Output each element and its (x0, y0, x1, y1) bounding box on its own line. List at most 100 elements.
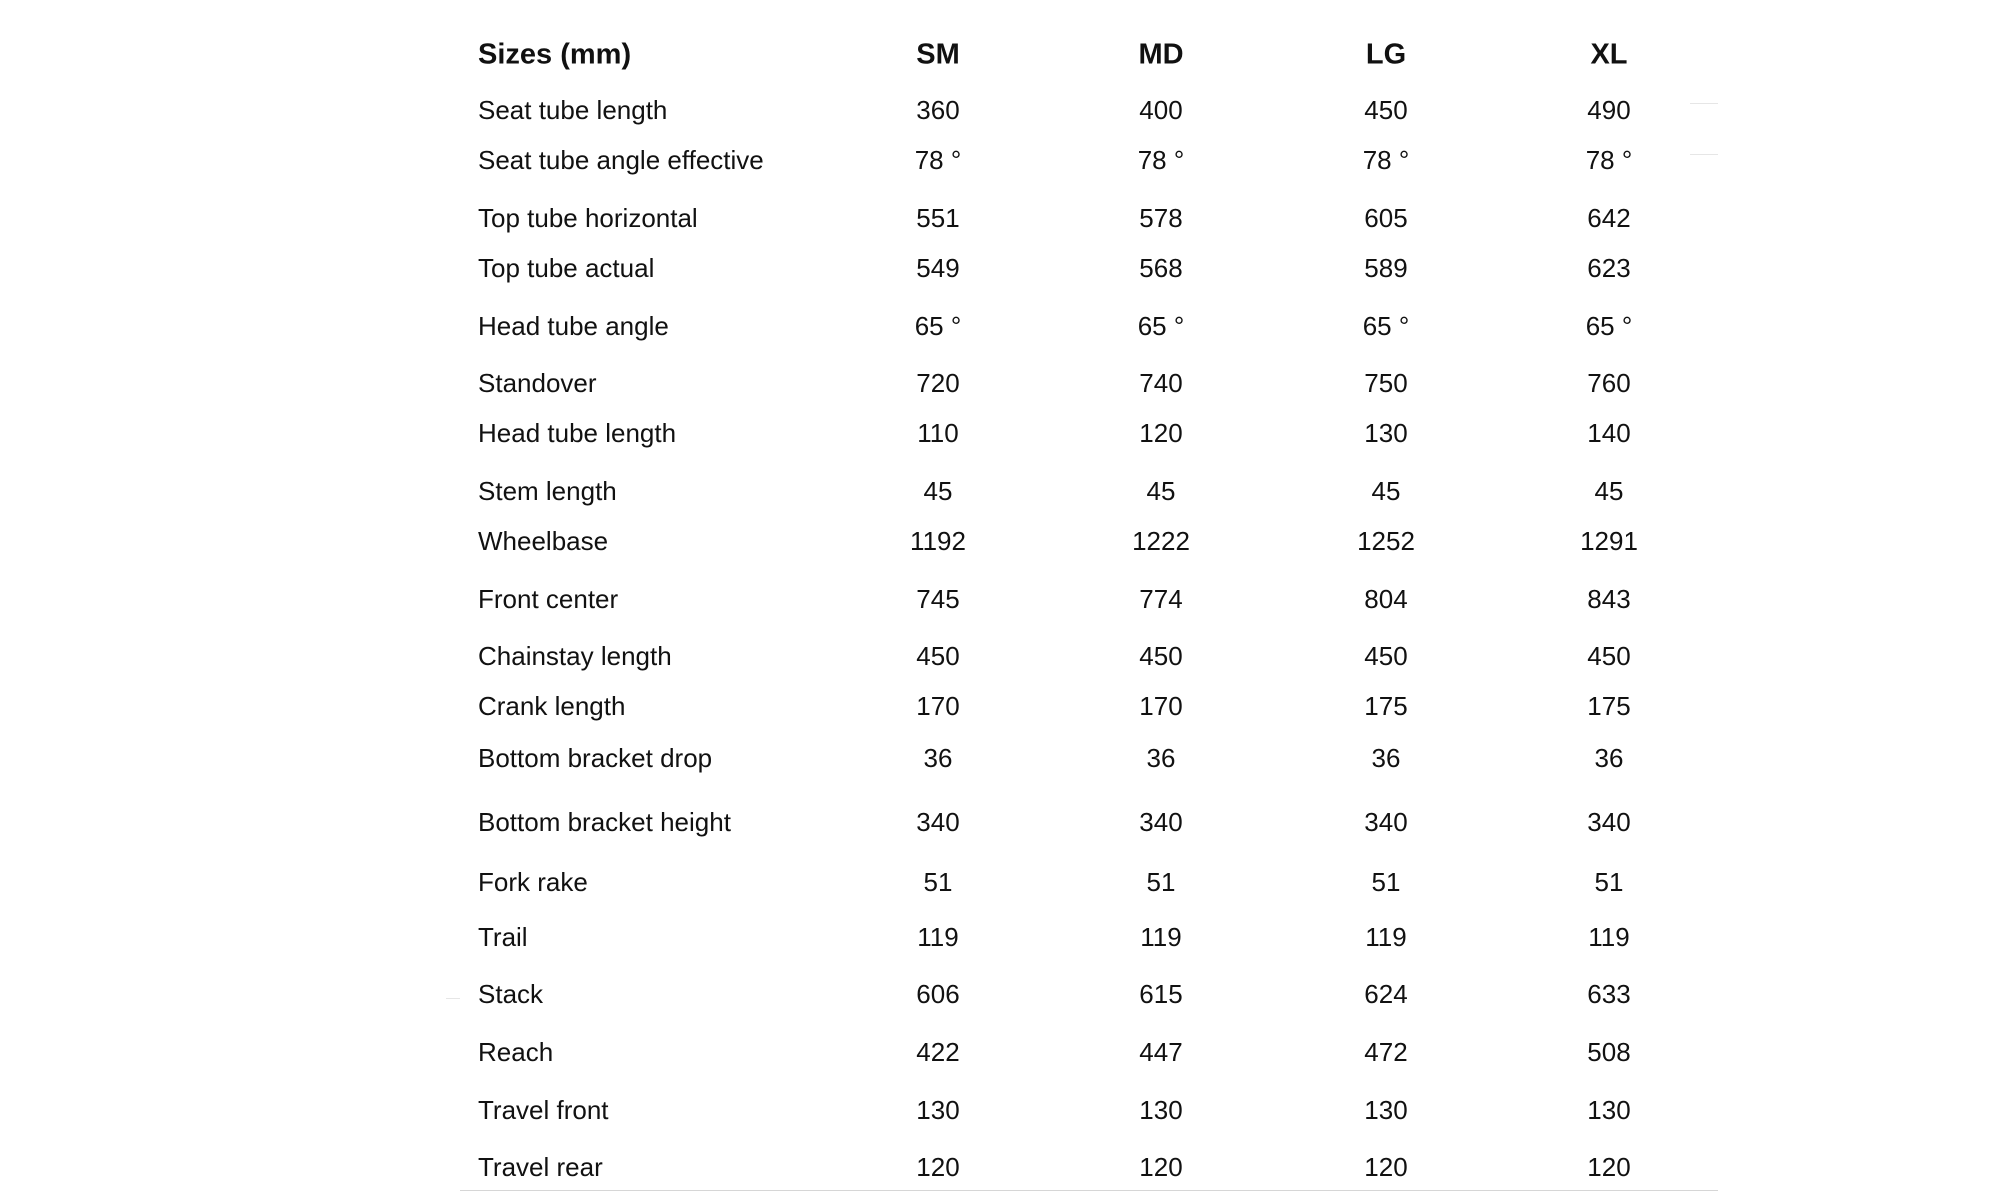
row-value: 51 (1146, 867, 1176, 897)
row-value: 78 ° (1137, 145, 1185, 175)
row-value: 78 ° (914, 145, 962, 175)
row-value: 170 (916, 691, 960, 721)
row-label: Fork rake (478, 867, 588, 897)
row-label: Wheelbase (478, 526, 609, 556)
size-header: MD (1138, 38, 1184, 71)
row-value: 774 (1139, 584, 1183, 614)
row-value: 568 (1139, 253, 1183, 283)
row-value: 340 (1139, 807, 1183, 837)
row-value: 578 (1139, 203, 1183, 233)
row-value: 45 (1146, 476, 1176, 506)
row-label: Travel rear (478, 1152, 603, 1182)
row-label: Bottom bracket height (478, 807, 731, 837)
row-value: 120 (1139, 418, 1183, 448)
row-label: Top tube horizontal (478, 203, 698, 233)
row-value: 1291 (1580, 526, 1638, 556)
row-value: 490 (1587, 95, 1631, 125)
row-value: 450 (1364, 641, 1408, 671)
row-value: 130 (1364, 418, 1408, 448)
row-value: 745 (916, 584, 960, 614)
row-value: 36 (1371, 743, 1401, 773)
row-value: 450 (1139, 641, 1183, 671)
row-label: Head tube length (478, 418, 677, 448)
row-label: Stem length (478, 476, 617, 506)
row-value: 400 (1139, 95, 1183, 125)
row-value: 120 (1587, 1152, 1631, 1182)
row-value: 606 (916, 979, 960, 1009)
row-label: Bottom bracket drop (478, 743, 713, 773)
size-header: SM (916, 38, 960, 71)
row-label: Travel front (478, 1095, 609, 1125)
row-label: Seat tube length (478, 95, 668, 125)
row-value: 450 (1587, 641, 1631, 671)
row-label: Trail (478, 922, 528, 952)
row-value: 740 (1139, 368, 1183, 398)
row-value: 615 (1139, 979, 1183, 1009)
row-value: 130 (916, 1095, 960, 1125)
row-value: 120 (1364, 1152, 1408, 1182)
row-value: 340 (1587, 807, 1631, 837)
row-value: 642 (1587, 203, 1631, 233)
row-value: 51 (1371, 867, 1401, 897)
row-label: Chainstay length (478, 641, 672, 671)
row-value: 78 ° (1362, 145, 1410, 175)
row-value: 450 (1364, 95, 1408, 125)
row-value: 130 (1364, 1095, 1408, 1125)
row-value: 45 (1594, 476, 1624, 506)
row-value: 119 (1588, 922, 1630, 952)
row-value: 450 (916, 641, 960, 671)
row-value: 119 (1365, 922, 1407, 952)
row-value: 45 (923, 476, 953, 506)
decor-line (446, 998, 460, 999)
size-header: LG (1365, 38, 1407, 71)
row-value: 508 (1587, 1037, 1631, 1067)
size-header: XL (1590, 38, 1628, 71)
row-value: 360 (916, 95, 960, 125)
row-value: 120 (916, 1152, 960, 1182)
row-value: 110 (917, 418, 959, 448)
row-label: Head tube angle (478, 311, 669, 341)
row-value: 589 (1364, 253, 1408, 283)
row-label: Top tube actual (478, 253, 655, 283)
row-value: 720 (916, 368, 960, 398)
row-value: 119 (917, 922, 959, 952)
row-value: 36 (923, 743, 953, 773)
row-value: 624 (1364, 979, 1408, 1009)
row-value: 175 (1364, 691, 1408, 721)
row-label: Reach (478, 1037, 554, 1067)
row-value: 340 (916, 807, 960, 837)
row-value: 65 ° (1137, 311, 1185, 341)
row-value: 1192 (910, 526, 966, 556)
row-value: 447 (1139, 1037, 1183, 1067)
row-label: Standover (478, 368, 597, 398)
row-value: 36 (1146, 743, 1176, 773)
row-value: 549 (916, 253, 960, 283)
row-value: 804 (1364, 584, 1408, 614)
row-value: 51 (923, 867, 953, 897)
row-value: 78 ° (1585, 145, 1633, 175)
row-value: 605 (1364, 203, 1408, 233)
row-value: 65 ° (914, 311, 962, 341)
decor-line (1690, 154, 1718, 155)
row-value: 140 (1587, 418, 1631, 448)
row-value: 633 (1587, 979, 1631, 1009)
row-value: 623 (1587, 253, 1631, 283)
decor-line (1690, 103, 1718, 104)
row-value: 760 (1587, 368, 1631, 398)
row-label: Crank length (478, 691, 626, 721)
row-value: 1222 (1132, 526, 1190, 556)
row-value: 130 (1587, 1095, 1631, 1125)
row-value: 51 (1594, 867, 1624, 897)
row-value: 472 (1364, 1037, 1408, 1067)
row-label: Seat tube angle effective (478, 145, 764, 175)
row-value: 120 (1139, 1152, 1183, 1182)
row-value: 551 (916, 203, 960, 233)
row-value: 45 (1371, 476, 1401, 506)
row-value: 340 (1364, 807, 1408, 837)
row-value: 1252 (1357, 526, 1415, 556)
row-value: 175 (1587, 691, 1631, 721)
row-value: 36 (1594, 743, 1624, 773)
row-value: 65 ° (1585, 311, 1633, 341)
row-value: 130 (1139, 1095, 1183, 1125)
